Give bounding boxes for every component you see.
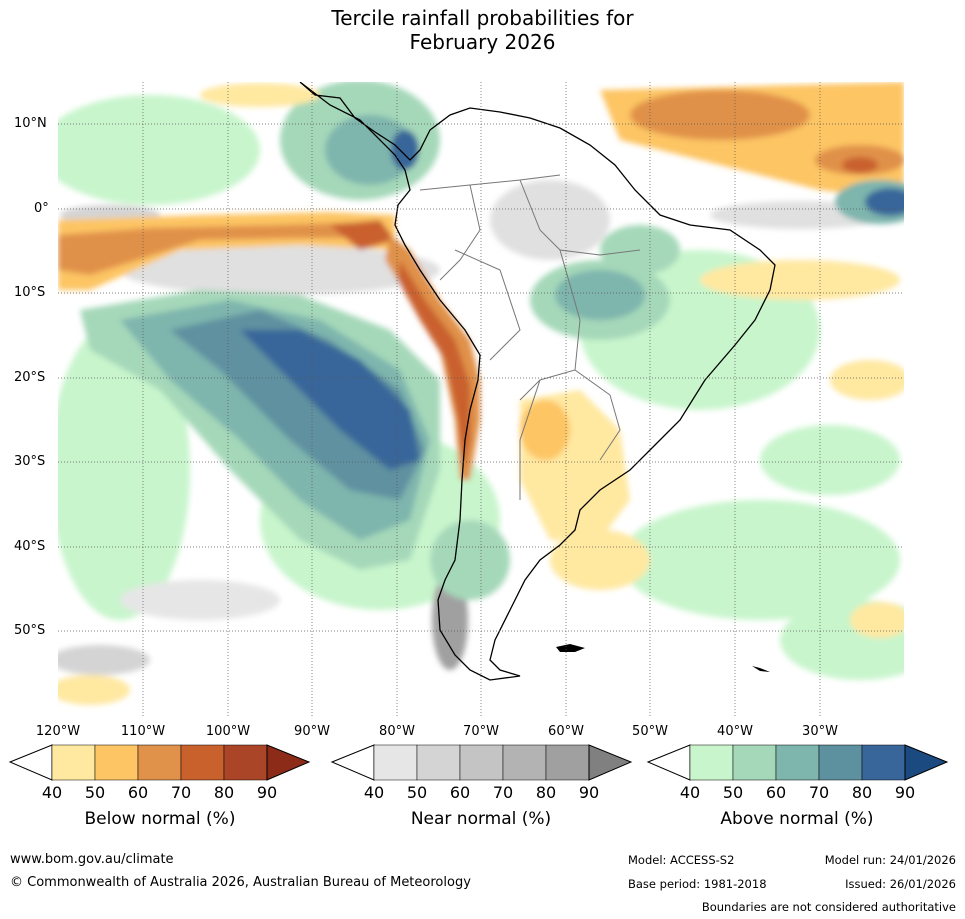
near-normal-label: Near normal (%) bbox=[410, 809, 552, 829]
above-tick-60: 60 bbox=[765, 783, 787, 802]
above-tick-50: 50 bbox=[722, 783, 744, 802]
below-tick-80: 80 bbox=[213, 783, 235, 802]
above-swatch-2 bbox=[732, 744, 777, 781]
lon-label-110w: 110°W bbox=[120, 724, 166, 739]
near-swatch-4 bbox=[502, 744, 547, 781]
lat-label-0: 0° bbox=[34, 201, 49, 216]
boundary-disclaimer: Boundaries are not considered authoritat… bbox=[701, 900, 956, 914]
lon-label-90w: 90°W bbox=[294, 724, 330, 739]
below-under-triangle bbox=[8, 744, 53, 781]
below-tick-90: 90 bbox=[256, 783, 278, 802]
above-over-triangle bbox=[904, 744, 949, 781]
probability-field bbox=[58, 82, 904, 716]
above-tick-80: 80 bbox=[851, 783, 873, 802]
colorbar-above bbox=[646, 744, 949, 781]
map-title: Tercile rainfall probabilities for Febru… bbox=[0, 6, 965, 54]
copyright: © Commonwealth of Australia 2026, Austra… bbox=[10, 875, 471, 890]
above-swatch-1 bbox=[689, 744, 734, 781]
gridlines bbox=[58, 82, 904, 716]
lon-label-40w: 40°W bbox=[717, 724, 753, 739]
south-georgia bbox=[752, 666, 770, 672]
title-line-1: Tercile rainfall probabilities for bbox=[331, 6, 634, 30]
near-tick-60: 60 bbox=[449, 783, 471, 802]
below-normal-label: Below normal (%) bbox=[84, 809, 236, 829]
lat-label-10s: 10°S bbox=[14, 285, 46, 300]
below-tick-40: 40 bbox=[41, 783, 63, 802]
below-tick-50: 50 bbox=[84, 783, 106, 802]
above-swatch-4 bbox=[818, 744, 863, 781]
country-boundaries bbox=[419, 174, 641, 500]
website-link[interactable]: www.bom.gov.au/climate bbox=[10, 852, 174, 867]
base-period: Base period: 1981-2018 bbox=[628, 877, 767, 891]
near-over-triangle bbox=[588, 744, 633, 781]
above-tick-70: 70 bbox=[808, 783, 830, 802]
near-tick-70: 70 bbox=[492, 783, 514, 802]
colorbar-near bbox=[330, 744, 633, 781]
near-swatch-5 bbox=[545, 744, 590, 781]
above-normal-label: Above normal (%) bbox=[720, 809, 874, 829]
below-over-triangle bbox=[266, 744, 311, 781]
below-swatch-1 bbox=[51, 744, 96, 781]
lon-label-120w: 120°W bbox=[35, 724, 81, 739]
below-swatch-4 bbox=[180, 744, 225, 781]
near-tick-50: 50 bbox=[406, 783, 428, 802]
below-swatch-2 bbox=[94, 744, 139, 781]
lon-label-70w: 70°W bbox=[463, 724, 499, 739]
lon-label-100w: 100°W bbox=[205, 724, 251, 739]
issued-date: Issued: 26/01/2026 bbox=[845, 877, 956, 891]
below-tick-70: 70 bbox=[170, 783, 192, 802]
lon-label-30w: 30°W bbox=[802, 724, 838, 739]
title-line-2: February 2026 bbox=[409, 30, 556, 54]
south-america-coastline bbox=[299, 82, 776, 681]
lat-label-20s: 20°S bbox=[14, 370, 46, 385]
lat-label-50s: 50°S bbox=[14, 623, 46, 638]
model-run: Model run: 24/01/2026 bbox=[824, 853, 956, 867]
above-under-triangle bbox=[646, 744, 691, 781]
near-swatch-2 bbox=[416, 744, 461, 781]
falkland-islands bbox=[556, 644, 585, 652]
lon-label-60w: 60°W bbox=[548, 724, 584, 739]
near-swatch-3 bbox=[459, 744, 504, 781]
lat-label-30s: 30°S bbox=[14, 454, 46, 469]
above-swatch-3 bbox=[775, 744, 820, 781]
lat-label-10n: 10°N bbox=[14, 116, 47, 131]
above-swatch-5 bbox=[861, 744, 906, 781]
above-tick-90: 90 bbox=[894, 783, 916, 802]
near-swatch-1 bbox=[373, 744, 418, 781]
lat-label-40s: 40°S bbox=[14, 539, 46, 554]
near-tick-80: 80 bbox=[535, 783, 557, 802]
colorbar-below bbox=[8, 744, 311, 781]
near-tick-40: 40 bbox=[363, 783, 385, 802]
below-swatch-5 bbox=[223, 744, 268, 781]
model-name: Model: ACCESS-S2 bbox=[628, 853, 735, 867]
lon-label-50w: 50°W bbox=[632, 724, 668, 739]
below-tick-60: 60 bbox=[127, 783, 149, 802]
near-tick-90: 90 bbox=[578, 783, 600, 802]
lon-label-80w: 80°W bbox=[379, 724, 415, 739]
above-tick-40: 40 bbox=[679, 783, 701, 802]
below-swatch-3 bbox=[137, 744, 182, 781]
near-under-triangle bbox=[330, 744, 375, 781]
